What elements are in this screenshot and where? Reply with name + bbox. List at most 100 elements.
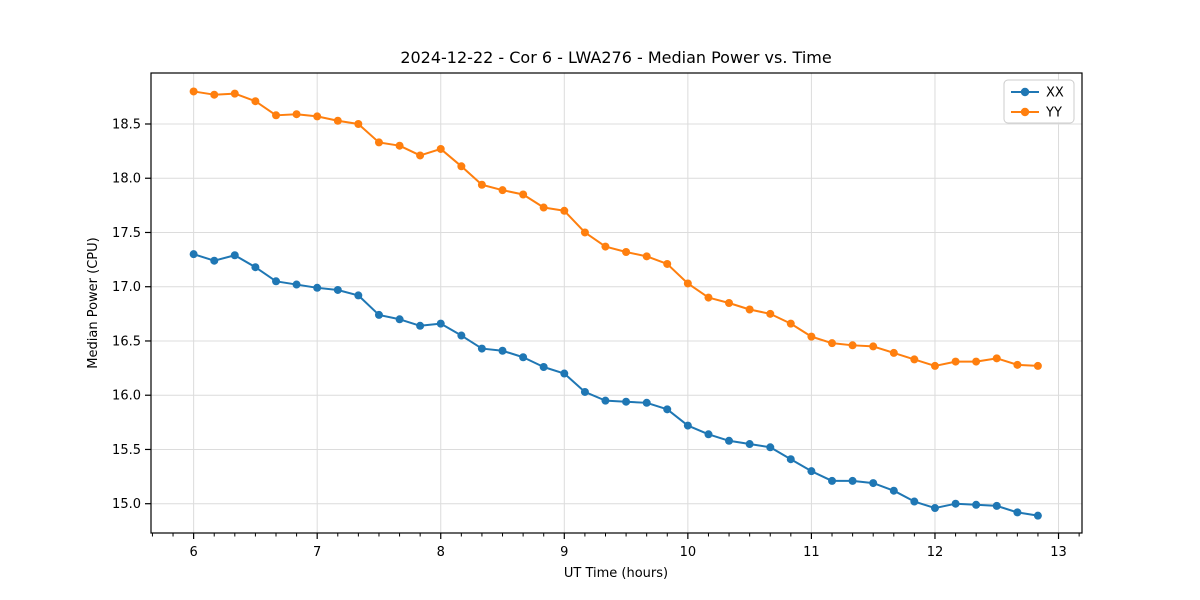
series-xx-marker <box>292 280 301 289</box>
series-yy-marker <box>436 144 445 153</box>
series-yy-marker <box>354 119 363 128</box>
series-xx-marker <box>889 486 898 495</box>
series-xx-marker <box>972 500 981 509</box>
series-yy-marker <box>930 361 939 370</box>
series-xx-marker <box>416 321 425 330</box>
series-xx-marker <box>951 499 960 508</box>
series-yy-marker <box>745 305 754 314</box>
series-yy-marker <box>889 348 898 357</box>
series-yy-marker <box>580 228 589 237</box>
series-xx-marker <box>498 346 507 355</box>
series-yy-marker <box>539 203 548 212</box>
y-tick-label: 17.5 <box>112 226 141 241</box>
series-yy-marker <box>869 342 878 351</box>
series-yy-marker <box>251 97 260 106</box>
y-tick-label: 17.0 <box>112 280 141 295</box>
series-yy-marker <box>807 332 816 341</box>
y-tick-label: 18.5 <box>112 117 141 132</box>
series-yy-marker <box>683 279 692 288</box>
series-xx-marker <box>848 476 857 485</box>
series-yy-marker <box>313 112 322 121</box>
series-xx-marker <box>910 497 919 506</box>
series-yy-marker <box>416 151 425 160</box>
series-yy-marker <box>477 180 486 189</box>
series-yy-marker <box>519 190 528 199</box>
series-xx-marker <box>354 291 363 300</box>
legend-label-xx: XX <box>1046 86 1064 101</box>
series-xx-marker <box>869 479 878 488</box>
series-xx-marker <box>807 467 816 476</box>
chart-title: 2024-12-22 - Cor 6 - LWA276 - Median Pow… <box>400 48 831 67</box>
series-xx-marker <box>1033 511 1042 520</box>
x-tick-label: 11 <box>803 545 820 560</box>
legend-marker-xx <box>1020 87 1030 97</box>
series-xx-marker <box>230 251 239 260</box>
series-yy-marker <box>395 141 404 150</box>
series-xx-marker <box>580 387 589 396</box>
y-tick-label: 15.0 <box>112 497 141 512</box>
series-yy-marker <box>786 319 795 328</box>
series-yy-marker <box>498 186 507 195</box>
series-xx-marker <box>313 283 322 292</box>
series-yy-marker <box>663 259 672 268</box>
series-yy-marker <box>560 206 569 215</box>
series-xx-marker <box>724 436 733 445</box>
series-yy-marker <box>601 242 610 251</box>
series-xx-marker <box>210 256 219 265</box>
series-xx-marker <box>519 353 528 362</box>
series-xx-marker <box>457 331 466 340</box>
y-tick-label: 18.0 <box>112 172 141 187</box>
series-xx-marker <box>395 315 404 324</box>
series-xx-marker <box>1013 508 1022 517</box>
legend-marker-yy <box>1020 107 1030 117</box>
series-xx-marker <box>786 455 795 464</box>
x-tick-label: 12 <box>927 545 944 560</box>
series-xx-line <box>193 253 1039 517</box>
series-yy-marker <box>292 110 301 119</box>
series-xx-marker <box>251 263 260 272</box>
series-xx-marker <box>333 285 342 294</box>
series-yy-marker <box>333 116 342 125</box>
series-yy-marker <box>230 89 239 98</box>
series-yy-marker <box>972 357 981 366</box>
series-yy-marker <box>1033 361 1042 370</box>
series-yy-marker <box>828 339 837 348</box>
series-yy-marker <box>642 252 651 261</box>
series-xx-marker <box>642 398 651 407</box>
series-yy-marker <box>210 90 219 99</box>
axis-tick-labels: 6 7 8 9 10 11 12 13 15.0 15.5 16.0 16.5 17.0 17.5 18.0… <box>112 117 1067 560</box>
data-series <box>189 87 1042 520</box>
series-yy-marker <box>724 299 733 307</box>
series-xx-marker <box>930 504 939 513</box>
series-yy-marker <box>766 309 775 318</box>
series-yy-marker <box>374 138 383 147</box>
series-xx-marker <box>272 277 281 286</box>
series-xx-marker <box>436 319 445 328</box>
x-tick-label: 7 <box>313 545 321 560</box>
series-yy-marker <box>189 87 198 96</box>
plot-frame <box>150 72 1083 534</box>
series-yy-marker <box>951 357 960 366</box>
series-yy-line <box>193 90 1038 367</box>
x-tick-label: 8 <box>437 545 445 560</box>
series-xx-marker <box>601 396 610 405</box>
series-yy-marker <box>848 341 857 350</box>
series-yy-marker <box>910 355 919 364</box>
series-xx-marker <box>683 421 692 430</box>
series-xx-marker <box>828 476 837 485</box>
series-xx-marker <box>766 443 775 452</box>
axes-spines <box>150 72 1083 534</box>
series-yy-marker <box>272 111 281 120</box>
legend: XX YY <box>1003 79 1075 124</box>
series-yy-marker <box>704 293 713 302</box>
x-tick-label: 13 <box>1050 545 1067 560</box>
series-yy-marker <box>1013 360 1022 369</box>
y-axis-label: Median Power (CPU) <box>86 237 101 368</box>
series-xx-marker <box>622 397 631 406</box>
x-tick-label: 6 <box>189 545 197 560</box>
series-xx-marker <box>539 363 548 372</box>
x-axis-label: UT Time (hours) <box>564 566 668 581</box>
series-yy-marker <box>457 162 466 171</box>
